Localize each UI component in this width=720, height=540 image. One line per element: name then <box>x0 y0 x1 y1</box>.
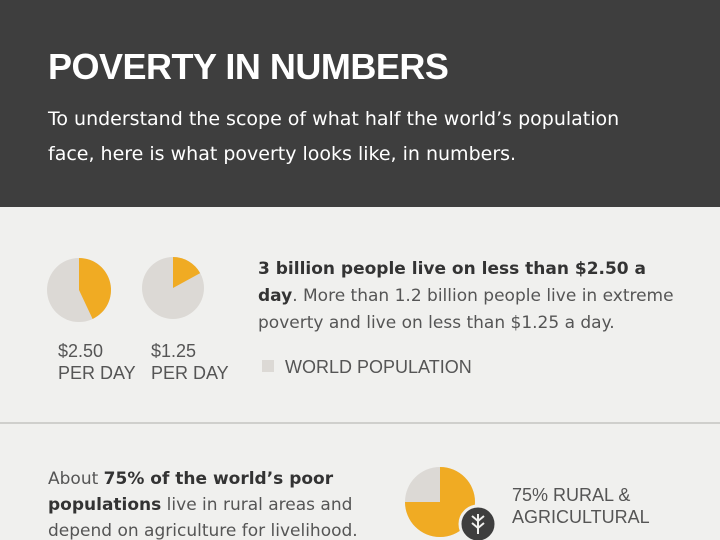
statement: 3 billion people live on less than $2.50… <box>258 256 678 337</box>
statement-rest: . More than 1.2 billion people live in e… <box>258 286 674 333</box>
text-start: About <box>48 469 104 489</box>
pie-label: PER DAY <box>151 363 229 383</box>
statement-bold: 3 billion people live on less than $2.50… <box>258 259 647 306</box>
legend-label: WORLD POPULATION <box>285 357 472 377</box>
subtitle: To understand the scope of what half the… <box>48 108 620 165</box>
pie-label: $2.50 <box>58 341 103 361</box>
pie-label: AGRICULTURAL <box>512 507 650 527</box>
legend-swatch <box>262 360 274 372</box>
pie-slice <box>405 467 475 537</box>
pie-label: 75% RURAL & <box>512 485 630 505</box>
text-bold: 75% of the world’s poor populations <box>48 469 334 515</box>
pie-slice <box>173 257 201 288</box>
rural-text: About 75% of the world’s poor population… <box>48 466 383 540</box>
text-rest: live in rural areas and depend on agricu… <box>48 495 358 540</box>
wheat-symbol <box>471 514 485 534</box>
pie-label: $1.25 <box>151 341 196 361</box>
title: POVERTY IN NUMBERS <box>48 46 449 87</box>
pie-label: PER DAY <box>58 363 136 383</box>
header: POVERTY IN NUMBERS To understand the sco… <box>0 0 720 207</box>
pie-slice <box>79 258 111 319</box>
